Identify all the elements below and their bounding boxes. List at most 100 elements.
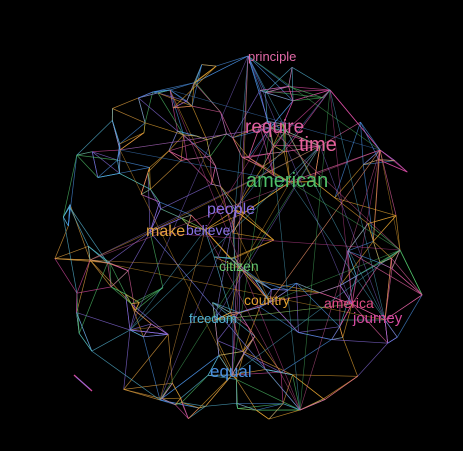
network-edge xyxy=(188,406,206,419)
network-edge xyxy=(379,149,408,173)
word-journey: journey xyxy=(352,310,403,327)
network-edge xyxy=(282,374,293,404)
network-edge xyxy=(282,123,291,183)
network-edge xyxy=(247,55,381,151)
network-edge xyxy=(112,108,146,124)
network-edge xyxy=(161,398,176,406)
network-edge xyxy=(296,282,340,327)
network-edge xyxy=(88,246,91,261)
network-edge xyxy=(143,122,146,133)
network-edge xyxy=(282,100,294,125)
network-edge xyxy=(292,97,323,102)
network-edge xyxy=(183,134,197,137)
network-edge xyxy=(360,121,381,151)
network-edge xyxy=(149,150,170,168)
network-edge xyxy=(149,231,301,411)
network-edge xyxy=(378,159,395,161)
network-edge xyxy=(160,183,212,210)
network-edge xyxy=(339,303,353,327)
network-edge xyxy=(62,204,71,218)
network-edge xyxy=(387,336,398,344)
network-edge xyxy=(289,181,386,321)
network-edge xyxy=(89,259,241,269)
network-edge xyxy=(287,282,297,291)
network-edge xyxy=(231,55,249,376)
network-edge xyxy=(217,340,244,352)
network-edge xyxy=(117,159,150,168)
network-edge xyxy=(239,181,291,269)
network-edge xyxy=(329,89,381,151)
network-edge xyxy=(259,125,271,129)
network-edge xyxy=(340,275,357,286)
network-edge xyxy=(89,259,112,288)
network-edge xyxy=(204,229,241,269)
network-edge xyxy=(138,91,153,99)
network-edge xyxy=(169,89,271,303)
network-edge xyxy=(181,159,188,161)
network-edge xyxy=(144,91,154,123)
network-edge xyxy=(232,137,243,158)
network-edge xyxy=(97,159,118,178)
network-edge xyxy=(89,145,321,261)
network-edge xyxy=(193,82,221,113)
network-edge xyxy=(259,121,268,127)
network-edge xyxy=(216,340,220,356)
network-edge xyxy=(391,257,423,296)
network-edge xyxy=(380,262,393,269)
network-edge xyxy=(76,120,113,156)
network-edge xyxy=(391,258,393,269)
word-time: time xyxy=(299,134,337,156)
network-edge xyxy=(283,89,331,153)
network-edge xyxy=(256,409,270,420)
network-edge xyxy=(273,175,291,183)
network-edge xyxy=(236,379,239,409)
network-edge xyxy=(159,201,161,209)
network-edge xyxy=(214,145,321,321)
network-edge xyxy=(248,157,263,168)
network-edge xyxy=(204,212,245,231)
network-edge xyxy=(284,145,321,153)
network-edge xyxy=(167,334,173,384)
word-citizen: citizen xyxy=(219,258,259,274)
network-edge xyxy=(144,122,184,136)
network-edge xyxy=(213,256,241,269)
network-edge xyxy=(186,100,193,107)
network-edge xyxy=(259,289,272,308)
network-edge xyxy=(204,127,271,231)
network-edge xyxy=(351,149,381,305)
network-edge xyxy=(220,112,227,134)
network-edge xyxy=(230,312,244,352)
network-edge xyxy=(269,289,289,303)
network-edge xyxy=(119,122,146,145)
network-edge xyxy=(378,159,408,173)
network-edge xyxy=(181,402,206,407)
network-edge xyxy=(212,302,216,321)
network-edge xyxy=(272,123,284,146)
network-edge xyxy=(119,149,121,174)
network-edge xyxy=(269,301,299,333)
network-edge xyxy=(193,64,203,83)
network-edge xyxy=(214,312,231,321)
network-edge xyxy=(256,403,284,411)
network-edge xyxy=(138,97,178,132)
network-edge xyxy=(213,256,231,260)
network-edge xyxy=(169,89,301,411)
network-edge xyxy=(232,90,261,138)
network-edge xyxy=(117,160,120,174)
network-edge xyxy=(329,89,353,305)
network-edge xyxy=(334,164,364,199)
network-edge xyxy=(268,409,301,420)
network-edge xyxy=(289,145,321,183)
network-edge xyxy=(237,408,257,411)
network-edge xyxy=(259,90,268,122)
network-edge xyxy=(291,67,294,101)
network-edge xyxy=(247,55,386,321)
word-country: country xyxy=(244,292,290,308)
network-edge xyxy=(267,121,286,132)
network-edge xyxy=(109,262,126,295)
network-edge xyxy=(192,105,221,113)
network-edge xyxy=(283,131,287,152)
network-edge xyxy=(54,225,69,259)
network-edge xyxy=(234,257,271,303)
network-edge xyxy=(175,397,182,405)
